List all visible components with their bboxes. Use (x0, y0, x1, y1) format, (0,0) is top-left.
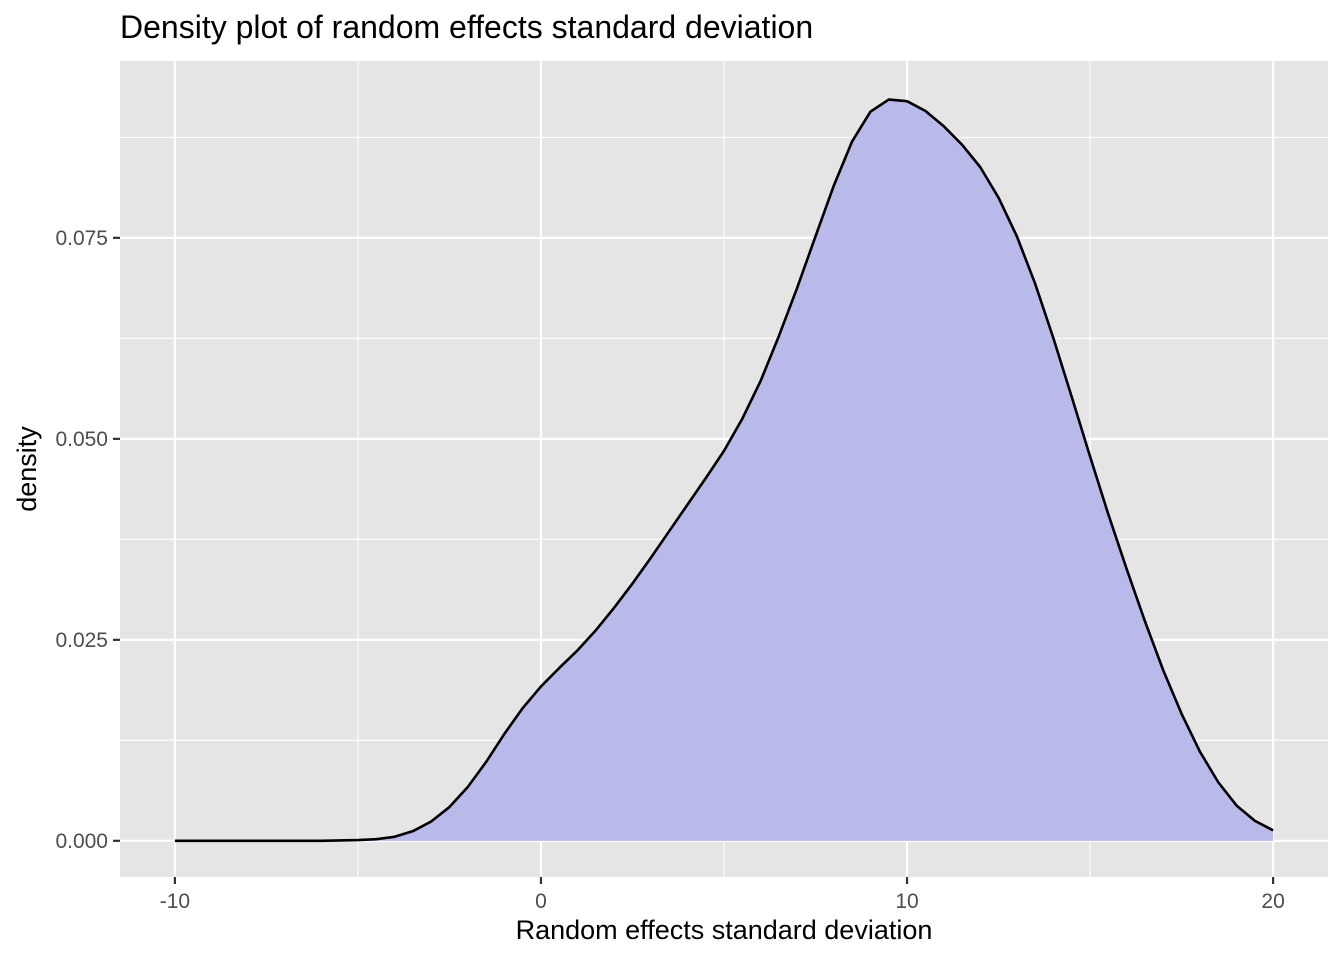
x-tick-label-3: 20 (1261, 890, 1284, 913)
x-tick-label-1: 0 (535, 890, 547, 913)
y-tick-label-1: 0.025 (55, 629, 108, 652)
chart-title: Density plot of random effects standard … (120, 9, 813, 45)
y-axis: 0.000 0.025 0.050 0.075 (55, 227, 120, 853)
density-line (174, 98, 1274, 843)
x-axis-title: Random effects standard deviation (516, 915, 933, 945)
x-tick-label-2: 10 (895, 890, 918, 913)
x-axis: -10 0 10 20 (160, 877, 1285, 913)
y-tick-label-2: 0.050 (55, 428, 108, 451)
y-axis-title: density (12, 426, 42, 512)
y-tick-label-3: 0.075 (55, 227, 108, 250)
density-area (174, 99, 1274, 841)
x-tick-label-0: -10 (160, 890, 190, 913)
y-tick-label-0: 0.000 (55, 830, 108, 853)
